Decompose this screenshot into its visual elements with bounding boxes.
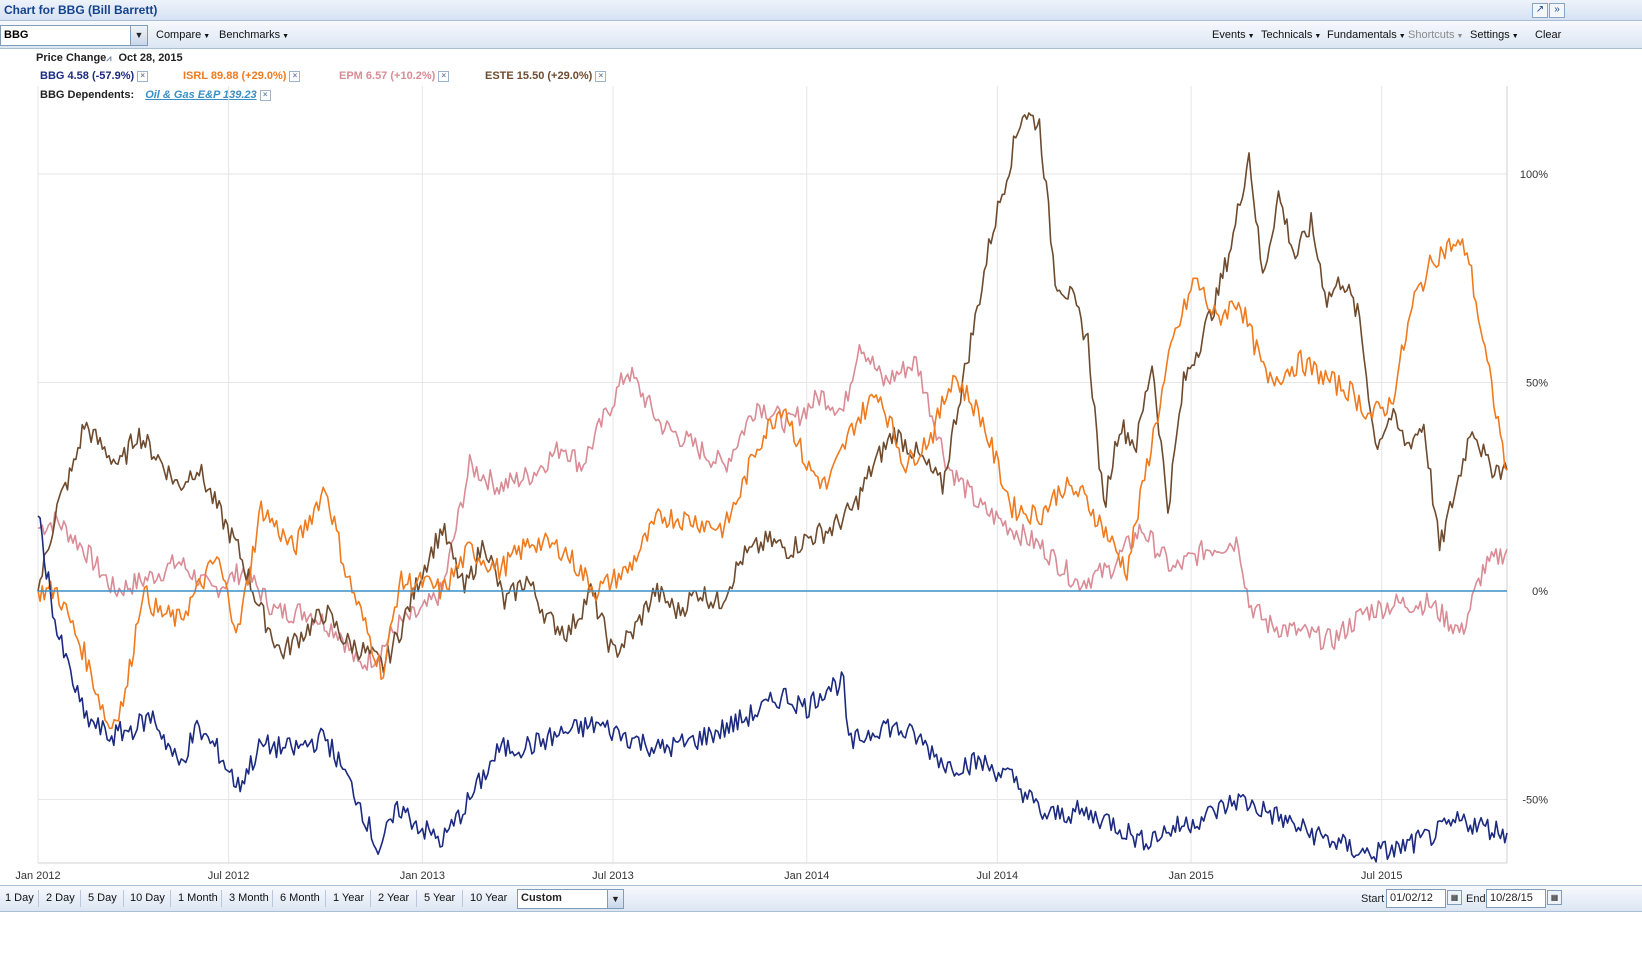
fundamentals-menu[interactable]: Fundamentals ▼ bbox=[1327, 29, 1406, 41]
start-date-value: 01/02/12 bbox=[1390, 892, 1433, 904]
custom-range-value: Custom bbox=[521, 892, 562, 904]
range-bar: 1 Day 2 Day 5 Day 10 Day 1 Month 3 Month… bbox=[0, 885, 1642, 912]
remove-dependent-icon[interactable]: × bbox=[259, 90, 271, 101]
shortcuts-menu-label: Shortcuts bbox=[1408, 29, 1455, 41]
legend-item-este: ESTE 15.50 (+29.0%) × bbox=[485, 70, 607, 82]
chevron-down-icon[interactable]: ▼ bbox=[607, 890, 623, 908]
x-tick-label: Jan 2014 bbox=[784, 870, 829, 882]
period-10-year[interactable]: 10 Year bbox=[470, 892, 508, 904]
y-axis-labels: 100% 50% 0% -50% bbox=[1520, 169, 1548, 807]
chart-type-icon[interactable]: ⩘ bbox=[106, 53, 112, 63]
x-tick-label: Jul 2013 bbox=[592, 870, 634, 882]
legend-label-bbg: BBG 4.58 (-57.9%) bbox=[40, 70, 135, 82]
period-10-day[interactable]: 10 Day bbox=[130, 892, 165, 904]
settings-menu-label: Settings bbox=[1470, 29, 1510, 41]
end-date-input[interactable]: 10/28/15 bbox=[1486, 889, 1546, 908]
benchmarks-menu-label: Benchmarks bbox=[219, 29, 281, 41]
calendar-icon[interactable]: ▦ bbox=[1547, 890, 1562, 905]
chart-toolbar: BBG ▼ Compare ▼ Benchmarks ▼ Events ▼ Techn… bbox=[0, 21, 1642, 49]
compare-menu-label: Compare bbox=[156, 29, 202, 41]
y-tick-label: -50% bbox=[1522, 795, 1548, 807]
series-line-isrl bbox=[37, 237, 1508, 730]
clear-button[interactable]: Clear bbox=[1535, 29, 1562, 41]
legend-label-este: ESTE 15.50 (+29.0%) bbox=[485, 70, 593, 82]
end-label: End bbox=[1466, 893, 1486, 905]
y-tick-label: 100% bbox=[1520, 169, 1548, 181]
technicals-menu-label: Technicals bbox=[1261, 29, 1313, 41]
series-line-este bbox=[37, 112, 1508, 673]
fundamentals-menu-label: Fundamentals bbox=[1327, 29, 1397, 41]
x-tick-label: Jan 2015 bbox=[1168, 870, 1213, 882]
price-change-header: Price Change⩘ Oct 28, 2015 bbox=[36, 52, 183, 64]
symbol-combobox[interactable]: BBG ▼ bbox=[0, 25, 148, 46]
price-change-label: Price Change bbox=[36, 52, 107, 64]
events-menu-label: Events bbox=[1212, 29, 1246, 41]
x-tick-label: Jan 2013 bbox=[400, 870, 445, 882]
period-3-month[interactable]: 3 Month bbox=[229, 892, 269, 904]
period-1-month[interactable]: 1 Month bbox=[178, 892, 218, 904]
y-tick-label: 0% bbox=[1532, 586, 1548, 598]
legend-item-isrl: ISRL 89.88 (+29.0%) × bbox=[183, 70, 301, 82]
chart-series bbox=[37, 112, 1508, 863]
collapse-icon[interactable]: » bbox=[1549, 3, 1565, 18]
remove-bbg-icon[interactable]: × bbox=[137, 71, 149, 82]
x-axis-labels: Jan 2012 Jul 2012 Jan 2013 Jul 2013 Jan 2014… bbox=[15, 870, 1402, 882]
technicals-menu[interactable]: Technicals ▼ bbox=[1261, 29, 1322, 41]
period-6-month[interactable]: 6 Month bbox=[280, 892, 320, 904]
dependents-label: BBG Dependents: bbox=[40, 89, 135, 101]
start-label: Start bbox=[1361, 893, 1385, 905]
popout-icon[interactable]: ↗ bbox=[1532, 3, 1548, 18]
window-titlebar: Chart for BBG (Bill Barrett) ↗ » bbox=[0, 0, 1642, 21]
symbol-input[interactable]: BBG bbox=[4, 29, 29, 41]
price-chart[interactable]: 100% 50% 0% -50% Jan 2012 Jul 2012 Jan 2013 Ju… bbox=[0, 86, 1566, 885]
period-1-day[interactable]: 1 Day bbox=[5, 892, 34, 904]
price-change-date: Oct 28, 2015 bbox=[118, 52, 183, 64]
events-menu[interactable]: Events ▼ bbox=[1212, 29, 1255, 41]
end-date-value: 10/28/15 bbox=[1490, 892, 1533, 904]
shortcuts-menu[interactable]: Shortcuts ▼ bbox=[1408, 29, 1464, 41]
period-2-day[interactable]: 2 Day bbox=[46, 892, 75, 904]
series-line-bbg bbox=[37, 515, 1508, 863]
start-date-input[interactable]: 01/02/12 bbox=[1386, 889, 1446, 908]
remove-epm-icon[interactable]: × bbox=[438, 71, 450, 82]
period-5-day[interactable]: 5 Day bbox=[88, 892, 117, 904]
x-tick-label: Jul 2014 bbox=[977, 870, 1019, 882]
legend-item-bbg: BBG 4.58 (-57.9%) × bbox=[40, 70, 149, 82]
x-tick-label: Jul 2012 bbox=[208, 870, 250, 882]
x-tick-label: Jul 2015 bbox=[1361, 870, 1403, 882]
period-1-year[interactable]: 1 Year bbox=[333, 892, 365, 904]
legend-label-epm: EPM 6.57 (+10.2%) bbox=[339, 70, 436, 82]
period-2-year[interactable]: 2 Year bbox=[378, 892, 410, 904]
chart-grid bbox=[37, 86, 1508, 864]
remove-este-icon[interactable]: × bbox=[595, 71, 607, 82]
legend-label-isrl: ISRL 89.88 (+29.0%) bbox=[183, 70, 287, 82]
compare-menu[interactable]: Compare ▼ bbox=[156, 29, 211, 41]
period-5-year[interactable]: 5 Year bbox=[424, 892, 456, 904]
benchmarks-menu[interactable]: Benchmarks ▼ bbox=[219, 29, 290, 41]
series-line-epm bbox=[37, 343, 1508, 671]
x-tick-label: Jan 2012 bbox=[15, 870, 60, 882]
calendar-icon[interactable]: ▦ bbox=[1447, 890, 1462, 905]
legend-item-epm: EPM 6.57 (+10.2%) × bbox=[339, 70, 450, 82]
remove-isrl-icon[interactable]: × bbox=[289, 71, 301, 82]
y-tick-label: 50% bbox=[1526, 378, 1548, 390]
chevron-down-icon[interactable]: ▼ bbox=[130, 26, 147, 45]
settings-menu[interactable]: Settings ▼ bbox=[1470, 29, 1519, 41]
window-title: Chart for BBG (Bill Barrett) bbox=[4, 3, 158, 17]
custom-range-select[interactable]: Custom ▼ bbox=[517, 889, 624, 909]
